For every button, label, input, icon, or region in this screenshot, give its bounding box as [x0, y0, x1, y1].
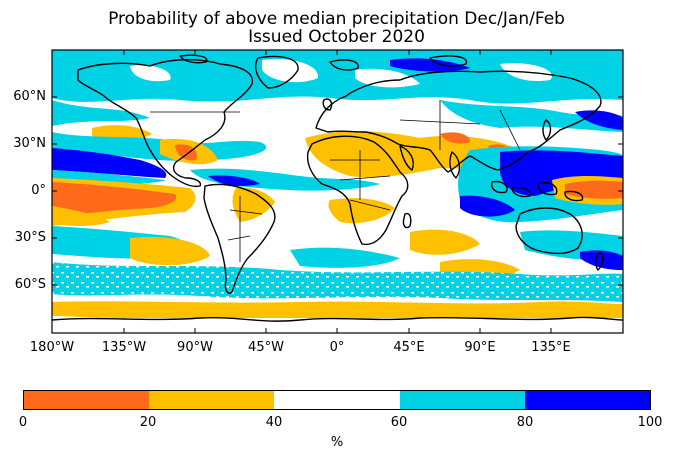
orange-region [52, 301, 623, 319]
map-subtitle: Issued October 2020 [248, 27, 425, 47]
probability-field [52, 50, 623, 333]
colorbar-tick-100: 100 [637, 415, 663, 430]
cyan-region [52, 262, 623, 302]
lon-label-180w: 180°W [29, 340, 75, 355]
blue-region [500, 150, 623, 196]
coastlines [52, 54, 623, 322]
eurasia-outline [315, 70, 602, 173]
lon-label-45w: 45°W [248, 340, 284, 355]
blue-region [390, 58, 470, 72]
colorbar-tick-20: 20 [139, 415, 157, 430]
orange-region [232, 187, 275, 222]
blue-region [52, 148, 167, 178]
colorbar-bin-60-80 [399, 391, 525, 409]
cyan-region [52, 50, 623, 104]
lon-label-90w: 90°W [177, 340, 213, 355]
lon-label-90e: 90°E [464, 340, 496, 355]
lat-label-0: 0° [31, 183, 46, 198]
cyan-region [290, 247, 400, 268]
lat-label-60s: 60°S [14, 277, 46, 292]
orange-region [52, 206, 110, 226]
colorbar-bin-80-100 [524, 391, 651, 409]
blue-region [580, 250, 623, 270]
south-america-outline [203, 183, 276, 294]
red-orange-region [440, 132, 470, 144]
orange-region [328, 198, 395, 224]
cyan-region [52, 100, 150, 126]
lat-label-30s: 30°S [14, 230, 46, 245]
blue-region [460, 195, 515, 217]
colorbar-tick-60: 60 [390, 415, 408, 430]
map-title: Probability of above median precipitatio… [108, 9, 565, 29]
colorbar-tick-80: 80 [516, 415, 534, 430]
colorbar-bin-20-40 [149, 391, 275, 409]
orange-region [410, 229, 480, 255]
orange-region [92, 125, 152, 141]
antarctica-outline [52, 316, 623, 322]
colorbar-unit: % [330, 435, 344, 450]
lon-label-45e: 45°E [393, 340, 425, 355]
blue-region [208, 175, 260, 186]
orange-region [130, 236, 210, 266]
colorbar [23, 390, 651, 410]
lon-label-135w: 135°W [101, 340, 147, 355]
colorbar-bin-40-60 [274, 391, 400, 409]
lat-label-30n: 30°N [13, 136, 46, 151]
red-orange-region [175, 144, 197, 161]
australia-outline [515, 207, 583, 255]
red-orange-region [52, 182, 177, 218]
axis-ticks [52, 50, 623, 333]
cyan-region [440, 100, 623, 132]
colorbar-bin-0-20 [24, 391, 150, 409]
colorbar-tick-40: 40 [265, 415, 283, 430]
colorbar-tick-0: 0 [18, 415, 28, 430]
africa-outline [306, 135, 409, 246]
lon-label-135e: 135°E [531, 340, 571, 355]
lon-label-0: 0° [329, 340, 345, 355]
lat-label-60n: 60°N [13, 89, 46, 104]
blue-region [575, 110, 623, 130]
north-america-outline [77, 59, 254, 188]
greenland-outline [254, 55, 299, 89]
